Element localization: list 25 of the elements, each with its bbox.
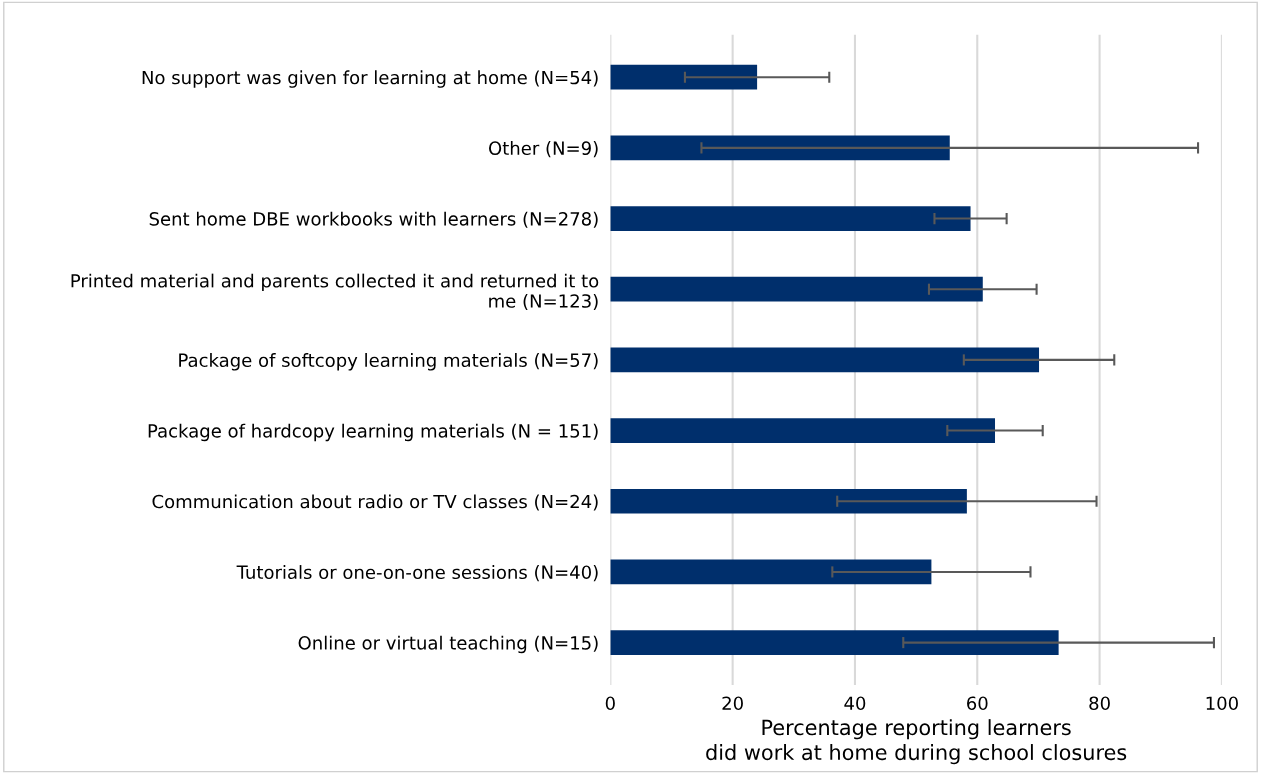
- y-tick-label: Communication about radio or TV classes (N=24): [152, 494, 598, 511]
- x-tick-label: 60: [967, 696, 988, 711]
- y-tick-label: Package of hardcopy learning materials (N = 151): [148, 423, 598, 442]
- bar: [610, 276, 983, 302]
- bar: [610, 559, 932, 585]
- x-axis-title: Percentage reporting learners did work at home during school closures: [706, 719, 1127, 765]
- bar: [610, 135, 950, 161]
- bar: [610, 64, 758, 90]
- bar: [610, 206, 971, 231]
- bar: [610, 347, 1040, 373]
- y-tick-label: Sent home DBE workbooks with learners (N=278): [149, 211, 598, 228]
- y-tick-label: Package of softcopy learning materials (N=57): [179, 353, 598, 371]
- x-tick-label: 100: [1206, 696, 1238, 711]
- y-tick-label: Printed material and parents collected it and returned it to me (N=123): [71, 273, 599, 310]
- y-tick-label: No support was given for learning at home (N=54): [142, 70, 598, 88]
- x-tick-label: 40: [844, 696, 866, 711]
- y-tick-label: Online or virtual teaching (N=15): [298, 635, 598, 654]
- x-tick-label: 80: [1089, 696, 1110, 711]
- bar: [610, 488, 967, 514]
- bar: [610, 418, 996, 443]
- bar: [610, 630, 1059, 655]
- x-tick-label: 20: [722, 696, 743, 711]
- y-tick-label: Other (N=9): [489, 141, 598, 158]
- y-tick-label: Tutorials or one-on-one sessions (N=40): [236, 565, 598, 582]
- x-tick-label: 0: [605, 696, 615, 711]
